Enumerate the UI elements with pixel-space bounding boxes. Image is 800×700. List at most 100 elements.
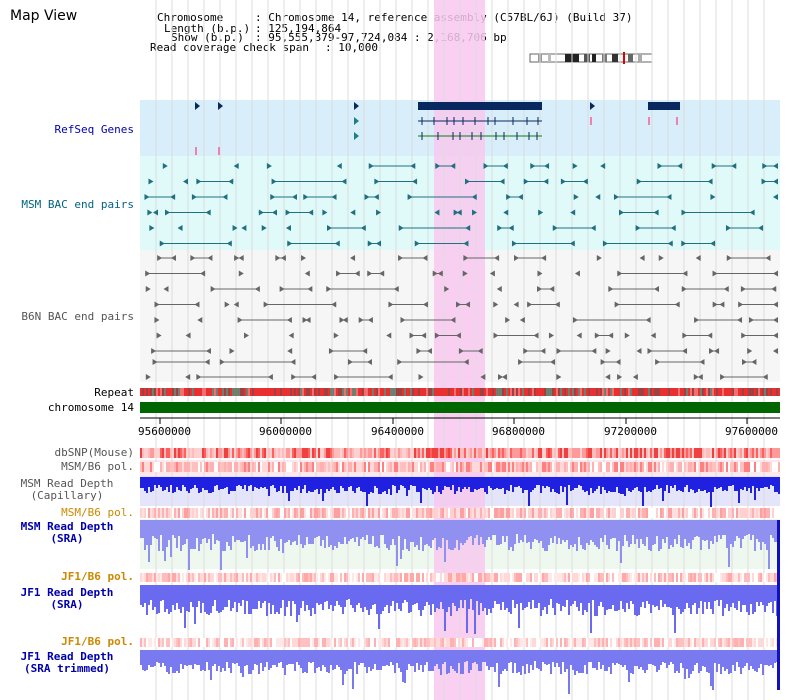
bac-end	[197, 317, 203, 323]
depth-bar	[694, 585, 696, 603]
density-mark	[704, 638, 706, 647]
repeat-mark	[746, 388, 748, 396]
axis-tick-label: 96800000	[492, 425, 545, 438]
density-mark	[332, 573, 334, 582]
density-mark	[588, 448, 590, 458]
density-mark	[264, 508, 266, 518]
density-mark	[172, 508, 174, 518]
density-mark	[710, 508, 712, 518]
depth-bar	[152, 520, 154, 536]
density-mark	[360, 448, 362, 458]
depth-bar	[558, 650, 560, 667]
repeat-mark	[550, 388, 552, 396]
depth-bar	[340, 520, 342, 544]
depth-bar	[250, 650, 252, 674]
repeat-mark	[166, 388, 168, 396]
depth-bar	[502, 520, 504, 536]
density-mark	[540, 573, 542, 582]
density-mark	[230, 508, 232, 518]
density-mark	[442, 462, 444, 472]
depth-bar	[404, 585, 406, 600]
depth-bar	[462, 477, 464, 489]
depth-bar	[512, 650, 514, 673]
density-mark	[178, 638, 180, 647]
density-mark	[712, 573, 714, 582]
depth-bar	[148, 585, 150, 605]
density-mark	[594, 508, 596, 518]
repeat-mark	[632, 388, 634, 396]
b6n-bac-label[interactable]: B6N BAC end pairs	[21, 310, 134, 323]
depth-bar	[596, 477, 598, 489]
depth-bar	[290, 477, 292, 491]
density-mark	[544, 448, 546, 458]
gene-marker	[354, 132, 359, 140]
density-mark	[606, 462, 608, 472]
depth-bar	[398, 520, 400, 536]
depth-bar	[174, 520, 176, 538]
msm-b6-pol-label: MSM/B6 pol.	[61, 460, 134, 473]
depth-bar	[142, 520, 144, 538]
bac-end	[336, 270, 342, 277]
depth-bar	[158, 650, 160, 663]
depth-bar	[696, 585, 698, 614]
repeat-mark	[660, 388, 662, 396]
bac-end	[291, 374, 297, 380]
depth-bar	[250, 477, 252, 485]
depth-bar	[628, 477, 630, 491]
depth-bar	[382, 650, 384, 666]
depth-bar	[374, 520, 376, 547]
density-mark	[754, 448, 756, 458]
density-mark	[642, 573, 644, 582]
density-mark	[434, 638, 436, 647]
depth-bar	[576, 585, 578, 607]
depth-bar	[580, 585, 582, 603]
depth-bar	[370, 520, 372, 544]
density-mark	[396, 573, 398, 582]
repeat-mark	[772, 388, 774, 396]
density-mark	[612, 573, 614, 582]
depth-bar	[582, 477, 584, 490]
depth-bar	[742, 585, 744, 605]
density-mark	[604, 573, 606, 582]
depth-bar	[274, 650, 276, 665]
depth-bar	[502, 585, 504, 602]
repeat-mark	[622, 388, 624, 396]
msm-bac-label[interactable]: MSM BAC end pairs	[21, 198, 134, 211]
density-mark	[560, 638, 562, 647]
density-mark	[348, 448, 350, 458]
depth-bar	[268, 650, 270, 670]
depth-bar	[160, 650, 162, 667]
depth-bar	[344, 585, 346, 607]
density-mark	[310, 573, 312, 582]
repeat-mark	[604, 388, 606, 396]
depth-bar	[774, 477, 776, 492]
repeat-mark	[534, 388, 536, 396]
density-mark	[258, 638, 260, 647]
refseq-genes-label[interactable]: RefSeq Genes	[54, 123, 134, 136]
depth-bar	[236, 477, 238, 486]
dbsnp-label: dbSNP(Mouse)	[54, 446, 134, 459]
density-mark	[294, 573, 296, 582]
depth-bar	[564, 477, 566, 487]
depth-bar	[744, 520, 746, 536]
depth-bar	[324, 477, 326, 493]
depth-bar	[354, 520, 356, 542]
density-mark	[522, 573, 524, 582]
bac-end	[238, 255, 244, 261]
density-mark	[334, 462, 336, 472]
density-mark	[204, 638, 206, 647]
density-mark	[534, 508, 536, 518]
depth-bar	[318, 477, 320, 494]
density-mark	[308, 638, 310, 647]
density-mark	[416, 448, 418, 458]
repeat-mark	[222, 388, 224, 396]
depth-bar	[652, 477, 654, 490]
density-mark	[480, 573, 482, 582]
density-mark	[740, 638, 742, 647]
bac-end	[191, 194, 197, 200]
depth-bar	[610, 520, 612, 539]
repeat-mark	[420, 388, 422, 396]
density-mark	[700, 508, 702, 518]
depth-bar	[738, 585, 740, 601]
